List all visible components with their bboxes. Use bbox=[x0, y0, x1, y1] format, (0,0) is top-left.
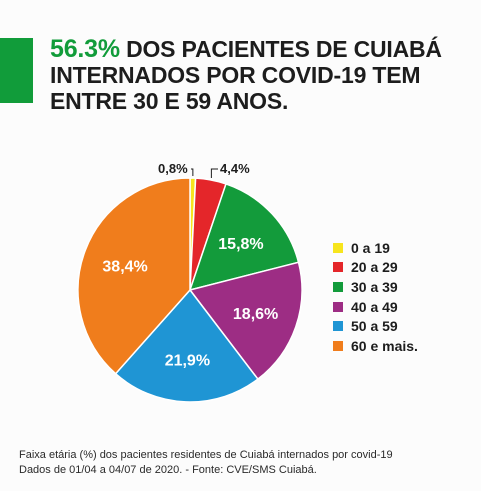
pie-slice-30-a-39 bbox=[188, 182, 300, 292]
slice-labels: 0,8% 4,4% 15,8% 18,6% 21,9% 38,4% bbox=[102, 161, 278, 369]
legend-swatch bbox=[333, 340, 343, 351]
footnote: Faixa etária (%) dos pacientes residente… bbox=[19, 448, 474, 478]
slice-value-label: 21,9% bbox=[165, 352, 210, 369]
legend-label: 20 a 29 bbox=[351, 259, 398, 276]
legend-swatch bbox=[333, 301, 343, 312]
legend-item: 30 a 39 bbox=[333, 277, 418, 297]
slice-value-label: 0,8% bbox=[158, 161, 188, 176]
headline-accent-bar bbox=[0, 38, 33, 103]
legend-item: 20 a 29 bbox=[333, 258, 418, 278]
legend-label: 30 a 39 bbox=[351, 278, 398, 295]
legend-swatch bbox=[333, 321, 343, 332]
legend-item: 60 e mais. bbox=[333, 336, 418, 356]
legend-label: 50 a 59 bbox=[351, 318, 398, 335]
headline-text: DOS PACIENTES DE CUIABÁ INTERNADOS POR C… bbox=[50, 36, 442, 114]
legend-item: 50 a 59 bbox=[333, 316, 418, 336]
slice-value-label: 15,8% bbox=[218, 236, 263, 253]
slice-value-label: 4,4% bbox=[220, 161, 250, 176]
leader-line bbox=[191, 168, 194, 177]
legend-item: 0 a 19 bbox=[333, 238, 418, 258]
legend-label: 60 e mais. bbox=[351, 337, 418, 354]
legend-item: 40 a 49 bbox=[333, 297, 418, 317]
slice-value-label: 18,6% bbox=[233, 306, 278, 323]
legend-swatch bbox=[333, 262, 343, 273]
footnote-line-1: Faixa etária (%) dos pacientes residente… bbox=[19, 449, 393, 461]
headline: 56.3% DOS PACIENTES DE CUIABÁ INTERNADOS… bbox=[50, 36, 470, 114]
headline-highlight: 56.3% bbox=[50, 35, 120, 63]
legend-label: 0 a 19 bbox=[351, 239, 390, 256]
footnote-line-2: Dados de 01/04 a 04/07 de 2020. - Fonte:… bbox=[19, 464, 317, 476]
pie-slice-50-a-59 bbox=[114, 288, 259, 403]
legend-swatch bbox=[333, 281, 343, 292]
pie-slices bbox=[77, 177, 303, 403]
slice-value-label: 38,4% bbox=[102, 258, 147, 275]
legend: 0 a 19 20 a 29 30 a 39 40 a 49 50 a 59 60 e m… bbox=[333, 238, 418, 356]
leader-line bbox=[210, 168, 218, 179]
pie-slice-40-a-49 bbox=[188, 261, 303, 381]
leader-lines bbox=[191, 168, 218, 179]
legend-label: 40 a 49 bbox=[351, 298, 398, 315]
pie-slice-60-e-mais bbox=[77, 177, 191, 375]
legend-swatch bbox=[333, 242, 343, 253]
